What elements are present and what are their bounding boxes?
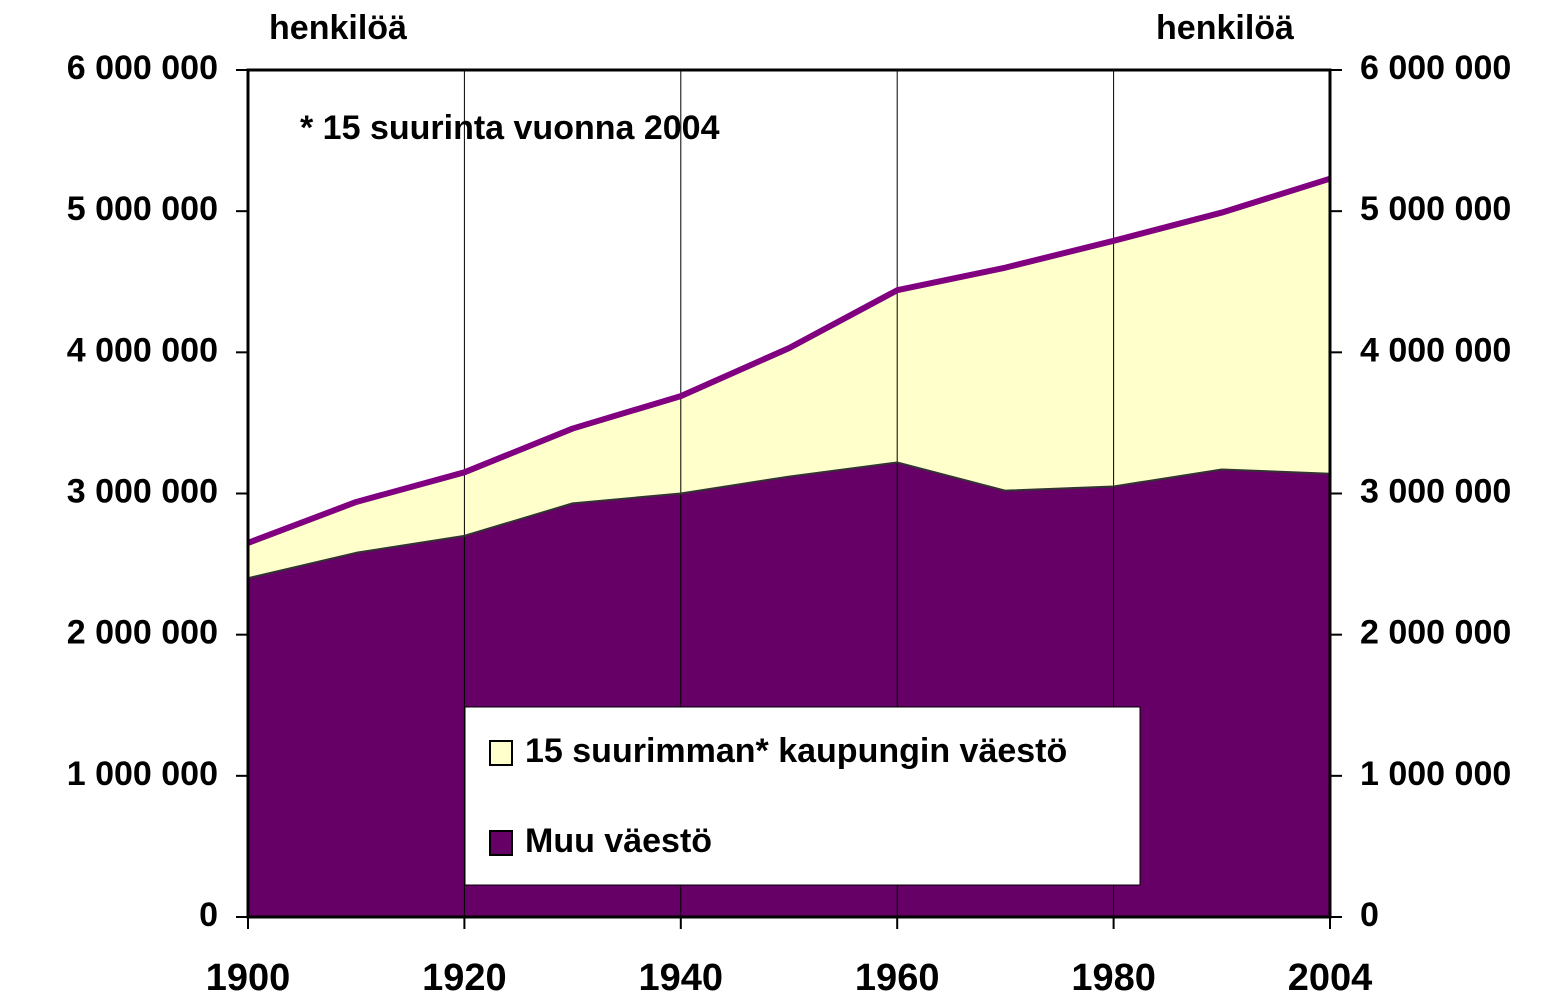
x-tick-label: 1980: [1071, 957, 1156, 999]
y-tick-label: 2 000 000: [67, 614, 218, 652]
y2-tick-label: 2 000 000: [1360, 614, 1511, 652]
y-tick-label: 5 000 000: [67, 190, 218, 228]
y-axis-label: henkilöä: [269, 9, 407, 47]
y2-tick-label: 4 000 000: [1360, 331, 1511, 369]
legend-swatch: [489, 740, 513, 766]
y2-tick-label: 0: [1360, 896, 1379, 934]
y2-tick-label: 3 000 000: [1360, 472, 1511, 510]
x-tick-label: 1960: [855, 957, 940, 999]
y2-axis-label: henkilöä: [1156, 9, 1294, 47]
annotation: * 15 suurinta vuonna 2004: [300, 109, 720, 147]
legend-label: 15 suurimman* kaupungin väestö: [525, 732, 1067, 770]
y-tick-label: 6 000 000: [67, 49, 218, 87]
y-tick-label: 3 000 000: [67, 472, 218, 510]
x-tick-label: 1920: [422, 957, 507, 999]
y2-tick-label: 1 000 000: [1360, 755, 1511, 793]
x-tick-label: 2004: [1288, 957, 1373, 999]
legend-label: Muu väestö: [525, 822, 712, 860]
y-tick-label: 0: [199, 896, 218, 934]
y2-tick-label: 5 000 000: [1360, 190, 1511, 228]
legend-swatch: [489, 830, 513, 856]
legend-box: [464, 706, 1141, 886]
x-tick-label: 1940: [639, 957, 724, 999]
y-tick-label: 1 000 000: [67, 755, 218, 793]
y-tick-label: 4 000 000: [67, 331, 218, 369]
boundary-line: [247, 461, 1331, 580]
area: [248, 178, 1330, 579]
total-line: [246, 175, 1331, 546]
x-tick-label: 1900: [206, 957, 291, 999]
y2-tick-label: 6 000 000: [1360, 49, 1511, 87]
